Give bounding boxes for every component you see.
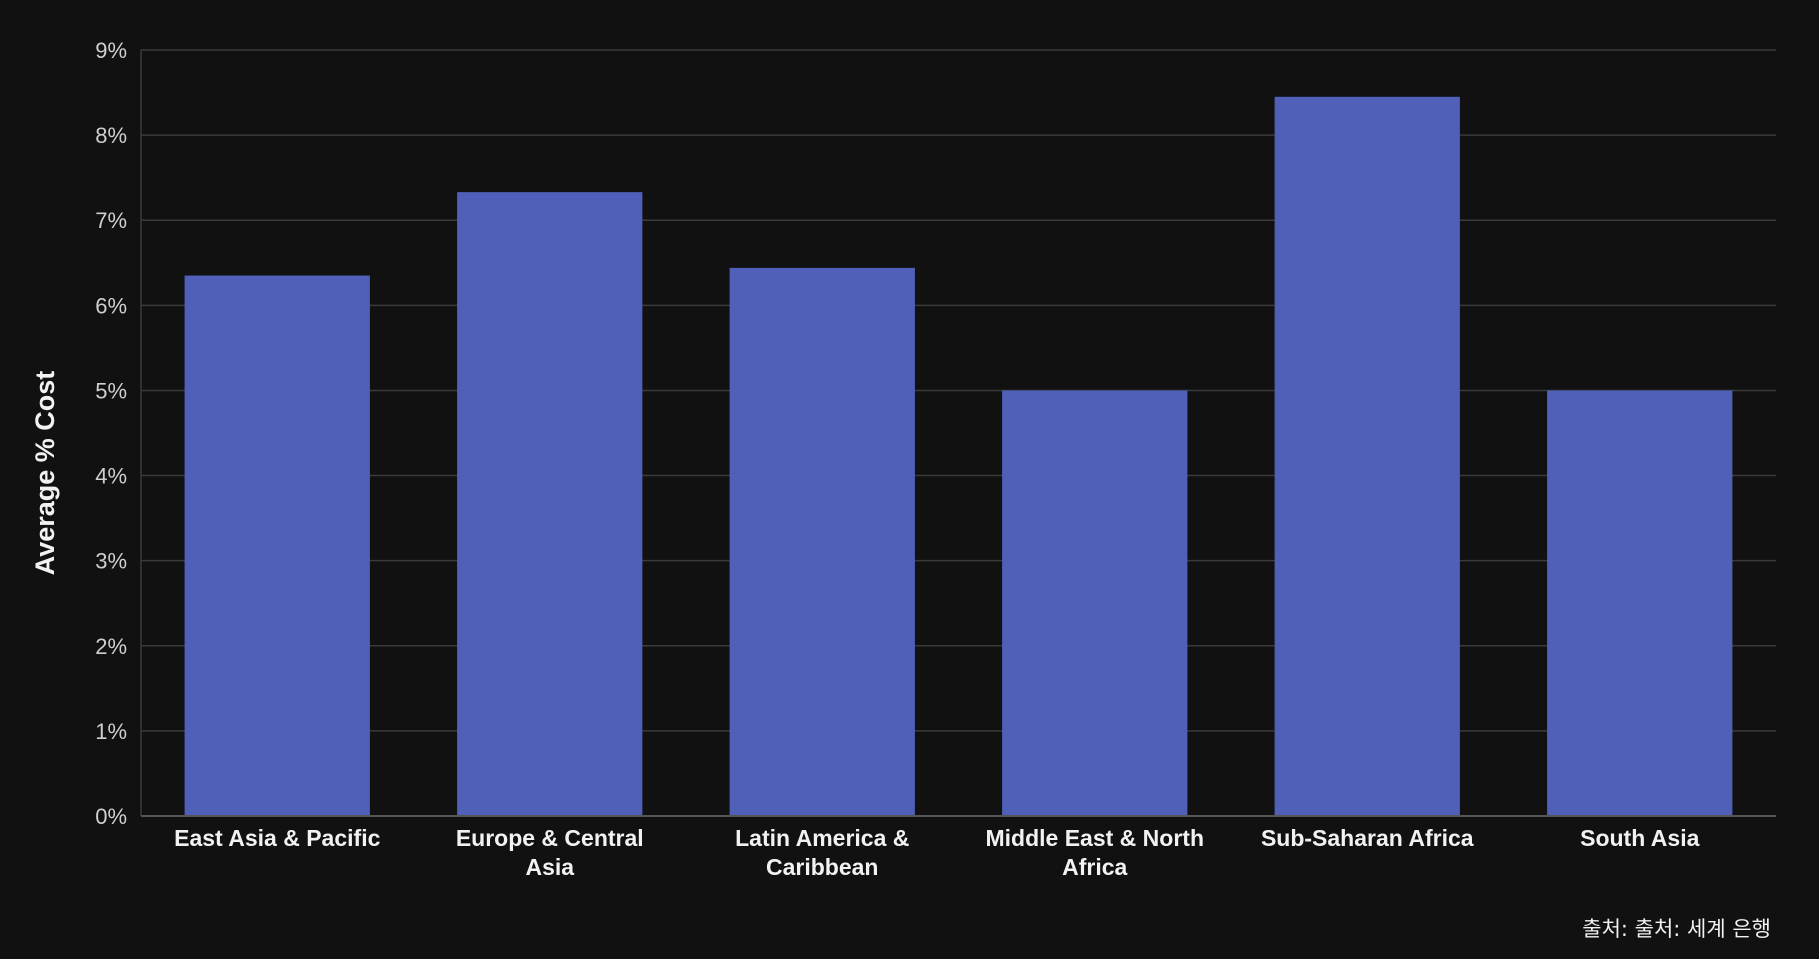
bar-3 [1002,390,1188,816]
x-tick-label-1: Europe & Central Asia [456,825,644,880]
y-tick-label-0: 0% [95,804,127,829]
x-tick-label-line: Middle East & North [985,825,1204,851]
x-tick-label-line: Sub-Saharan Africa [1261,825,1474,851]
x-tick-label-line: Caribbean [766,854,878,880]
x-tick-label-4: Sub-Saharan Africa [1261,825,1474,851]
bar-5 [1547,390,1733,816]
x-tick-label-2: Latin America & Caribbean [735,825,909,880]
x-tick-label-0: East Asia & Pacific [174,825,380,851]
bar-4 [1274,96,1460,817]
source-note: 출처: 출처: 세계 은행 [1582,917,1771,941]
x-tick-label-5: South Asia [1580,825,1699,851]
y-tick-label-9: 9% [95,38,127,63]
x-tick-label-line: Asia [525,854,574,880]
y-tick-label-4: 4% [95,464,127,489]
x-tick-label-line: South Asia [1580,825,1699,851]
x-tick-label-line: Europe & Central [456,825,644,851]
x-tick-label-3: Middle East & North Africa [985,825,1204,880]
bar-0 [184,275,370,816]
y-tick-label-7: 7% [95,208,127,233]
y-tick-label-5: 5% [95,378,127,403]
x-tick-label-line: East Asia & Pacific [174,825,380,851]
bar-1 [457,192,643,816]
y-tick-label-8: 8% [95,123,127,148]
y-tick-label-2: 2% [95,634,127,659]
x-tick-label-line: Africa [1062,854,1127,880]
y-tick-label-3: 3% [95,549,127,574]
y-tick-label-6: 6% [95,293,127,318]
y-axis-title: Average % Cost [30,371,60,576]
y-tick-label-1: 1% [95,719,127,744]
x-tick-label-line: Latin America & [735,825,909,851]
bar-2 [729,267,915,817]
